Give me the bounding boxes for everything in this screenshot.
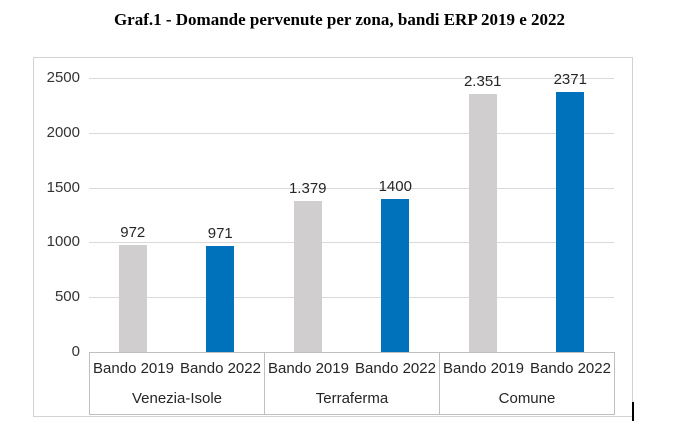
subcategory-row: Bando 2019 Bando 2022 <box>265 353 439 383</box>
bar-value-label: 971 <box>207 224 233 242</box>
subcategory-label: Bando 2019 <box>93 359 174 377</box>
bar-value-label: 2.351 <box>463 73 502 91</box>
y-tick-label: 1000 <box>46 233 80 251</box>
bar-value-label: 972 <box>120 224 146 242</box>
bar <box>118 245 147 352</box>
bar <box>293 200 322 352</box>
category-group: Bando 2019 Bando 2022 Terraferma <box>264 353 439 414</box>
gridline <box>89 297 614 299</box>
subcategory-label: Bando 2022 <box>180 359 261 377</box>
bar-value-label: 1400 <box>378 177 412 195</box>
gridline <box>89 187 614 189</box>
bar <box>381 198 410 352</box>
x-axis-line <box>89 352 615 353</box>
subcategory-row: Bando 2019 Bando 2022 <box>90 353 264 383</box>
bar <box>556 92 585 352</box>
gridline <box>89 78 614 79</box>
group-label: Venezia-Isole <box>131 390 223 407</box>
bar-value-label: 1.379 <box>288 179 327 197</box>
subcategory-row: Bando 2019 Bando 2022 <box>440 353 614 383</box>
y-tick-label: 0 <box>71 343 80 360</box>
gridline <box>89 242 614 244</box>
group-label: Terraferma <box>315 390 389 407</box>
bar-value-label: 2371 <box>553 71 587 89</box>
y-tick-label: 2500 <box>46 69 80 86</box>
chart-frame[interactable]: 0 500 1000 1500 2000 2500 972 971 1.379 1400 2.351… <box>33 57 633 417</box>
y-tick-label: 500 <box>54 288 80 306</box>
bar <box>468 94 497 352</box>
y-tick-label: 2000 <box>46 123 80 141</box>
category-group: Bando 2019 Bando 2022 Venezia-Isole <box>89 353 264 414</box>
category-axis: Bando 2019 Bando 2022 Venezia-Isole Bando 2… <box>89 353 615 415</box>
subcategory-label: Bando 2022 <box>530 359 611 377</box>
y-tick-label: 1500 <box>46 178 80 196</box>
gridline <box>89 132 614 134</box>
subcategory-label: Bando 2022 <box>355 359 436 377</box>
group-label: Comune <box>498 390 556 407</box>
bar <box>206 245 235 352</box>
chart-title: Graf.1 - Domande pervenute per zona, ban… <box>113 10 566 29</box>
subcategory-label: Bando 2019 <box>268 359 349 377</box>
category-group: Bando 2019 Bando 2022 Comune <box>439 353 615 414</box>
subcategory-label: Bando 2019 <box>443 359 524 377</box>
text-cursor <box>632 402 634 421</box>
